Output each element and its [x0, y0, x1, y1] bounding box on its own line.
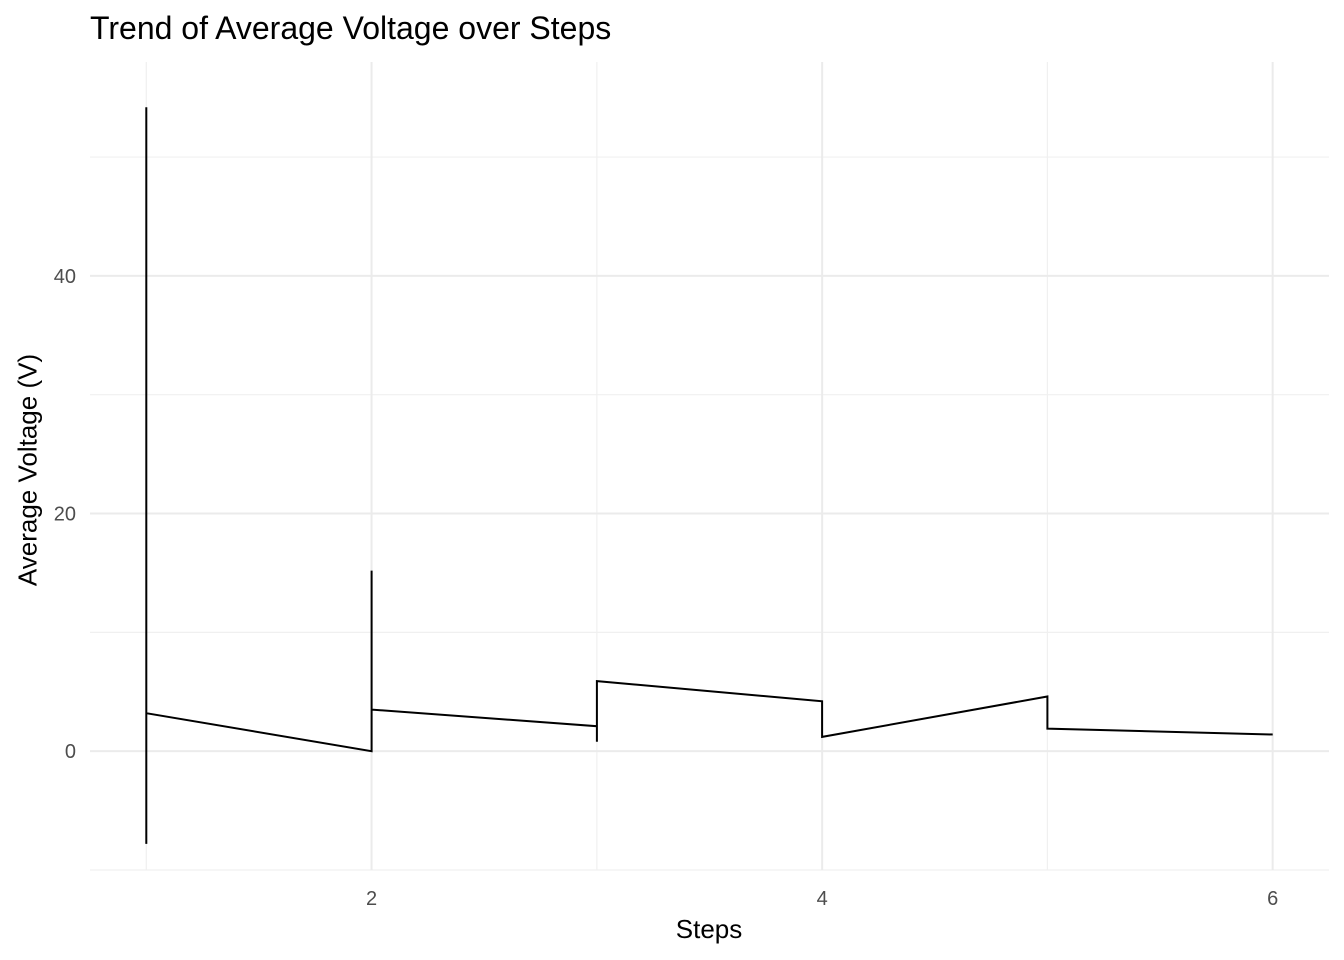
chart-title: Trend of Average Voltage over Steps — [90, 10, 612, 46]
series-line — [145, 107, 1273, 844]
grid-major — [90, 62, 1329, 870]
tick-labels: 2 4 6 0 20 40 — [54, 266, 1278, 910]
y-tick-label: 20 — [54, 504, 76, 526]
x-tick-label: 6 — [1267, 888, 1278, 910]
y-tick-label: 40 — [54, 266, 76, 288]
x-tick-label: 4 — [817, 888, 828, 910]
grid-minor — [90, 62, 1329, 871]
y-tick-label: 0 — [65, 741, 76, 763]
x-axis-label: Steps — [675, 914, 743, 944]
x-tick-label: 2 — [366, 888, 377, 910]
series-group — [145, 107, 1273, 844]
